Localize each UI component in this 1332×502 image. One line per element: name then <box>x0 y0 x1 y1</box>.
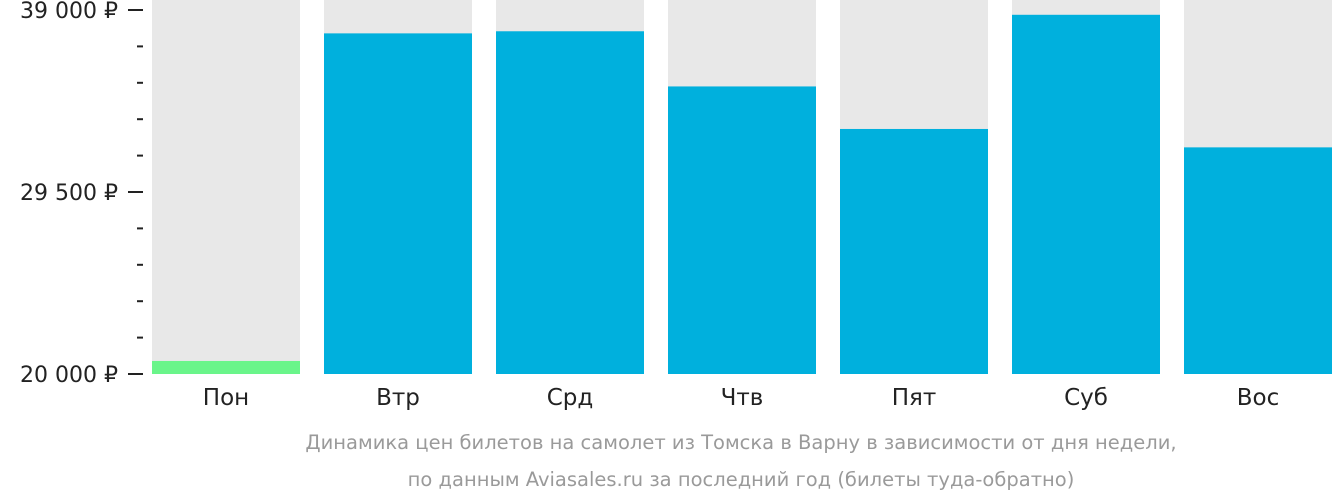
bar-6 <box>1012 14 1160 375</box>
y-tick-label: 20 000 ₽ <box>20 363 118 388</box>
x-tick-label: Срд <box>547 385 594 411</box>
y-axis: 39 000 ₽ 29 500 ₽ 20 000 ₽ <box>20 0 143 388</box>
bar-layer <box>152 14 1332 375</box>
bar-3 <box>496 31 644 375</box>
x-tick-label: Пят <box>892 385 937 411</box>
x-tick-label: Чтв <box>721 385 764 411</box>
y-tick-label: 39 000 ₽ <box>20 0 118 24</box>
bar-7 <box>1184 147 1332 374</box>
x-tick-label: Втр <box>376 385 420 411</box>
x-axis: Пон Втр Срд Чтв Пят Суб Вос <box>203 385 1279 411</box>
bar-1 <box>152 360 300 374</box>
x-tick-label: Суб <box>1064 385 1108 411</box>
bar-4 <box>668 86 816 374</box>
chart-caption-line-2: по данным Aviasales.ru за последний год … <box>407 468 1075 491</box>
x-tick-label: Пон <box>203 385 249 411</box>
bar-2 <box>324 33 472 375</box>
y-tick-label: 29 500 ₽ <box>20 181 118 206</box>
bar-background-1 <box>152 0 300 374</box>
chart-caption-line-1: Динамика цен билетов на самолет из Томск… <box>305 431 1177 454</box>
bar-5 <box>840 128 988 374</box>
x-tick-label: Вос <box>1237 385 1280 411</box>
price-by-weekday-chart: 39 000 ₽ 29 500 ₽ 20 000 ₽ Пон Втр Срд Чтв Пят… <box>20 0 1332 411</box>
